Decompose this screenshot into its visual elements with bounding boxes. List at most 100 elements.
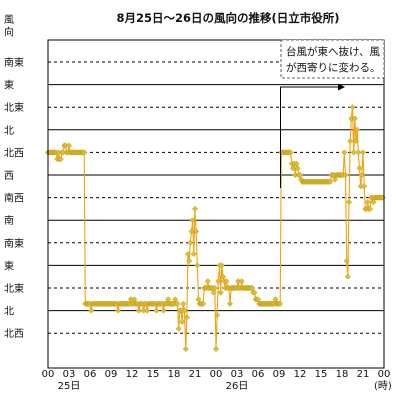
data-point [213, 346, 219, 353]
annotation-line-2: が西寄りに変わる。 [286, 61, 381, 74]
data-point [350, 149, 357, 156]
data-point [255, 296, 261, 303]
series-layer [45, 104, 386, 353]
y-tick-label: 南西 [4, 192, 24, 205]
y-tick-label: 東 [4, 79, 14, 92]
data-point [346, 199, 352, 206]
data-point [160, 307, 167, 314]
data-point [355, 149, 362, 156]
x-tick-label: 03 [63, 369, 76, 380]
y-tick-label: 東 [4, 259, 14, 272]
x-tick-label: 00 [42, 369, 55, 380]
data-point [370, 199, 377, 206]
x-tick-label: 12 [126, 369, 139, 380]
data-point [287, 149, 294, 156]
data-point [186, 257, 193, 264]
data-point [277, 300, 284, 307]
x-tick-label: 06 [252, 369, 265, 380]
data-point [217, 289, 224, 296]
y-tick-label: 北西 [4, 147, 24, 159]
data-point [153, 307, 160, 314]
data-point [190, 251, 197, 258]
data-point [251, 289, 258, 296]
data-point [204, 278, 211, 285]
y-tick-label: 北東 [4, 101, 24, 114]
x-tick-label: 18 [168, 369, 181, 380]
data-point [220, 273, 226, 280]
data-point [347, 138, 354, 145]
x-tick-label: 18 [336, 369, 349, 380]
x-tick-label: 00 [378, 369, 391, 380]
data-point [115, 307, 121, 314]
data-point [182, 346, 189, 353]
y-tick-label: 北 [4, 306, 14, 318]
data-point [349, 104, 356, 111]
data-point [175, 325, 182, 332]
data-point [66, 142, 72, 149]
data-point [181, 307, 188, 314]
data-point [297, 172, 303, 178]
data-point [214, 312, 221, 319]
y-tick-label: 北西 [4, 328, 24, 340]
x-tick-label: 06 [84, 369, 97, 380]
annotation-box: 台風が東へ抜け、風 が西寄りに変わる。 [280, 39, 385, 79]
data-point [358, 172, 365, 178]
data-point [344, 273, 351, 280]
data-point [189, 217, 196, 224]
data-point [88, 307, 95, 314]
data-point [341, 149, 348, 156]
data-point [364, 199, 371, 206]
day-label: 26日 [226, 381, 249, 392]
day-label: 25日 [58, 381, 81, 392]
data-point [343, 257, 350, 264]
data-point [183, 314, 190, 321]
data-point [187, 239, 194, 246]
data-point [361, 183, 368, 190]
y-tick-label: 西 [4, 171, 14, 182]
y-tick-label: 南 [4, 214, 14, 227]
data-point [354, 126, 361, 133]
data-point [193, 228, 200, 235]
data-point [194, 262, 201, 269]
x-tick-label: 15 [315, 369, 328, 380]
data-point [144, 307, 151, 314]
data-point [218, 262, 225, 269]
x-tick-label: 03 [231, 369, 244, 380]
data-point [272, 296, 279, 303]
chart-title: 8月25日～26日の風向の推移(日立市役所) [116, 11, 339, 25]
data-point [131, 296, 138, 303]
data-point [179, 318, 186, 325]
data-point [136, 307, 142, 314]
data-point [342, 172, 349, 178]
data-point [195, 296, 202, 303]
annotation-arrow-line [280, 86, 338, 188]
y-axis-label: 風向 [4, 14, 14, 39]
data-point [180, 300, 187, 307]
data-point [360, 149, 366, 156]
data-point [223, 278, 230, 285]
annotation-frame [280, 39, 385, 79]
data-point [227, 300, 233, 307]
data-point [356, 165, 363, 172]
data-point [290, 165, 296, 172]
x-tick-label: 12 [294, 369, 307, 380]
data-point [188, 228, 195, 235]
data-point [353, 138, 359, 145]
x-tick-label: 21 [357, 369, 370, 380]
plot-frame [47, 39, 385, 369]
data-point [81, 149, 88, 156]
x-tick-label: 09 [105, 369, 118, 380]
annotation-arrowhead [338, 83, 345, 91]
y-tick-label: 北東 [4, 282, 24, 295]
y-tick-label: 南東 [4, 237, 24, 250]
x-tick-label: 09 [273, 369, 286, 380]
y-tick-label: 南東 [4, 56, 24, 69]
data-point [367, 205, 373, 212]
data-point [238, 278, 245, 285]
y-tick-label: 北 [4, 125, 14, 137]
data-point [200, 300, 207, 307]
grid [48, 61, 384, 334]
